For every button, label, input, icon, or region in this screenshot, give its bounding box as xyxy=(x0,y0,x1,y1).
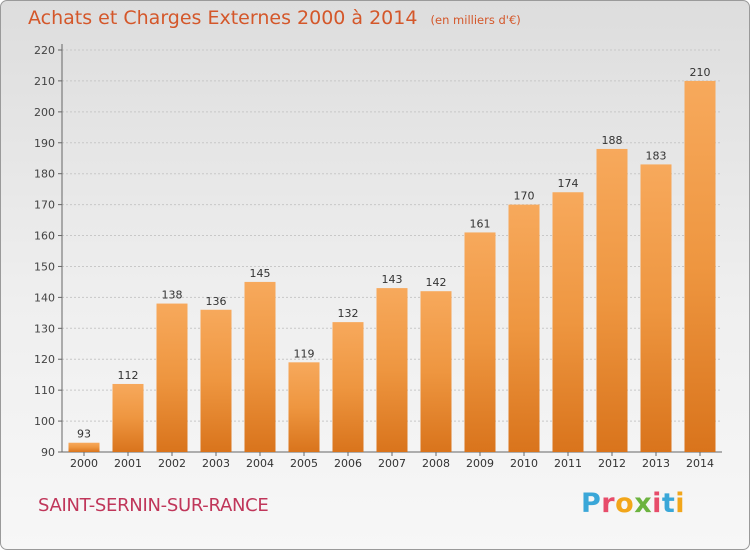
y-tick-label: 150 xyxy=(34,260,55,273)
x-tick-label: 2000 xyxy=(70,457,98,470)
x-tick-label: 2012 xyxy=(598,457,626,470)
logo-letter: i xyxy=(675,488,686,519)
y-tick-label: 170 xyxy=(34,199,55,212)
x-tick-label: 2001 xyxy=(114,457,142,470)
bar xyxy=(684,80,716,452)
commune-name: SAINT-SERNIN-SUR-RANCE xyxy=(38,495,269,516)
bar xyxy=(288,362,320,452)
x-tick-labels: 2000 2001 2002 2003 2004 2005 2006 2007 2008 2009… xyxy=(70,452,714,470)
y-tick-label: 160 xyxy=(34,230,55,243)
y-tick-label: 100 xyxy=(34,415,55,428)
x-tick-label: 2011 xyxy=(554,457,582,470)
x-tick-label: 2005 xyxy=(290,457,318,470)
bar xyxy=(200,309,232,452)
x-tick-label: 2004 xyxy=(246,457,274,470)
logo-letter: r xyxy=(601,488,616,519)
data-label: 93 xyxy=(77,428,91,441)
chart-title: Achats et Charges Externes 2000 à 2014 xyxy=(28,7,418,29)
x-tick-label: 2008 xyxy=(422,457,450,470)
x-tick-label: 2010 xyxy=(510,457,538,470)
y-tick-label: 120 xyxy=(34,353,55,366)
data-labels: 93 112 138 136 145 119 132 143 142 161 170 174 188 18… xyxy=(77,66,711,441)
x-tick-label: 2013 xyxy=(642,457,670,470)
proxiti-logo[interactable]: Proxiti xyxy=(581,488,685,519)
y-tick-label: 90 xyxy=(41,446,55,459)
bar xyxy=(552,192,584,452)
data-label: 183 xyxy=(646,149,667,162)
data-label: 136 xyxy=(206,295,227,308)
y-tick-label: 110 xyxy=(34,384,55,397)
data-label: 112 xyxy=(118,369,139,382)
bar xyxy=(508,204,540,452)
bar xyxy=(112,383,144,452)
logo-letter: o xyxy=(615,488,635,519)
data-label: 132 xyxy=(338,307,359,320)
data-label: 174 xyxy=(558,177,579,190)
y-tick-label: 220 xyxy=(34,44,55,57)
title-row: Achats et Charges Externes 2000 à 2014 (… xyxy=(28,7,521,29)
data-label: 138 xyxy=(162,289,183,302)
data-label: 143 xyxy=(382,273,403,286)
bar xyxy=(376,288,408,452)
x-tick-label: 2014 xyxy=(686,457,714,470)
x-tick-label: 2003 xyxy=(202,457,230,470)
y-tick-label: 180 xyxy=(34,168,55,181)
x-tick-label: 2009 xyxy=(466,457,494,470)
logo-letter: i xyxy=(652,488,662,519)
bars xyxy=(68,80,716,452)
bar xyxy=(156,303,188,452)
bar xyxy=(640,164,672,452)
data-label: 119 xyxy=(294,347,315,360)
bar xyxy=(244,281,276,452)
data-label: 161 xyxy=(470,217,491,230)
logo-letter: P xyxy=(581,488,602,519)
data-label: 142 xyxy=(426,276,447,289)
y-tick-labels: 90 100 110 120 130 140 150 160 170 180 190 200 210 22… xyxy=(34,44,62,459)
data-label: 188 xyxy=(602,134,623,147)
y-tick-label: 210 xyxy=(34,75,55,88)
data-label: 210 xyxy=(690,66,711,79)
x-tick-label: 2007 xyxy=(378,457,406,470)
logo-letter: t xyxy=(661,488,676,519)
bar xyxy=(596,148,628,452)
chart-subtitle: (en milliers d'€) xyxy=(430,13,521,27)
logo-letter: x xyxy=(634,488,653,519)
x-tick-label: 2006 xyxy=(334,457,362,470)
data-label: 145 xyxy=(250,267,271,280)
bar xyxy=(420,291,452,452)
bar xyxy=(464,232,496,452)
y-tick-label: 130 xyxy=(34,322,55,335)
bar xyxy=(332,322,364,452)
x-tick-label: 2002 xyxy=(158,457,186,470)
y-tick-label: 140 xyxy=(34,291,55,304)
y-tick-label: 190 xyxy=(34,137,55,150)
y-tick-label: 200 xyxy=(34,106,55,119)
data-label: 170 xyxy=(514,190,535,203)
bar xyxy=(68,442,100,452)
